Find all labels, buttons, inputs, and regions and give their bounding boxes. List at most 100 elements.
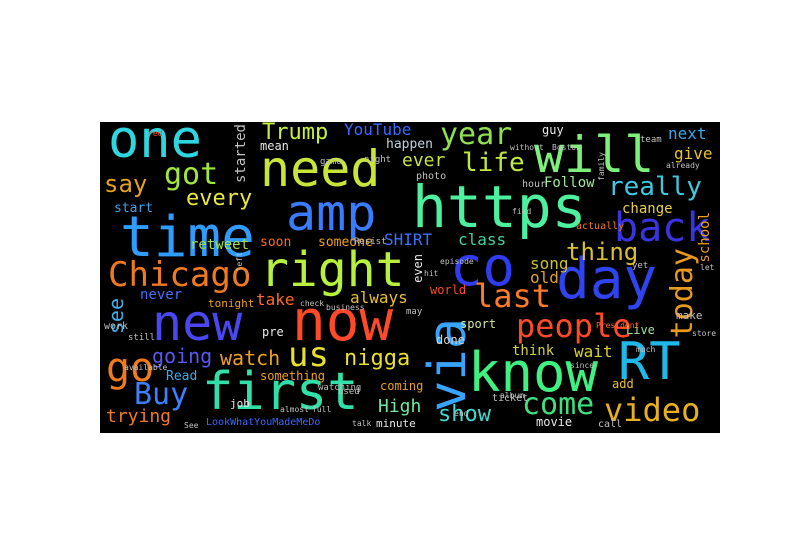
word: last [474, 277, 552, 315]
word: class [458, 230, 507, 249]
word: say [104, 170, 148, 198]
word: give [674, 144, 713, 163]
word: end [454, 409, 469, 418]
word: song [530, 254, 569, 273]
word: never [140, 287, 183, 303]
word: old [530, 268, 559, 287]
word: let [700, 263, 715, 272]
word: going [152, 344, 213, 368]
word: pre [262, 325, 284, 339]
word: ticket [492, 393, 529, 404]
word: co [450, 235, 516, 298]
word: High [378, 396, 422, 417]
word: always [350, 288, 408, 307]
word: need [260, 140, 381, 198]
word: since [570, 361, 595, 370]
word: SHIRT [384, 230, 433, 249]
word: Read [166, 369, 198, 384]
word: today [665, 248, 700, 339]
word: people [516, 307, 632, 345]
word: See [184, 421, 199, 430]
word: someone [318, 235, 373, 250]
word: time [120, 205, 255, 270]
word: wait [574, 342, 613, 361]
word: first [202, 362, 359, 422]
word: Trump [262, 122, 329, 145]
word: watching [318, 383, 362, 393]
word: still [128, 333, 156, 343]
word: will [534, 126, 655, 184]
word: minute [376, 417, 416, 430]
word: available [124, 363, 168, 372]
word: retweet [190, 237, 250, 253]
word: album [500, 391, 525, 400]
word: store [692, 329, 717, 338]
word: game [320, 157, 342, 167]
word: really [608, 172, 702, 202]
word: already [666, 161, 700, 170]
word: new [152, 294, 243, 352]
word: left [235, 252, 244, 272]
word: LookWhatYouMadeMeDo [206, 417, 321, 428]
word: Buy [134, 377, 189, 412]
word: think [512, 343, 555, 359]
word: actually [576, 221, 625, 232]
word: used [338, 387, 360, 397]
word: every [186, 186, 253, 211]
word-cloud: one need will https amp time right Chica… [100, 122, 720, 433]
word: may [406, 307, 423, 317]
word: add [612, 377, 634, 391]
word: done [436, 333, 465, 347]
word: almost [280, 405, 309, 414]
word: even [411, 254, 425, 283]
word: thing [566, 238, 639, 266]
word: night [364, 155, 392, 165]
word: full [312, 405, 332, 414]
word: make [676, 309, 703, 322]
word: nigga [344, 346, 411, 371]
word: next [668, 124, 707, 143]
word: know [468, 341, 599, 404]
word: one [108, 122, 202, 170]
word: life [462, 148, 525, 178]
word: change [622, 201, 673, 217]
word: day [556, 247, 658, 312]
word: school [697, 212, 713, 263]
word: world [430, 283, 467, 297]
word: show [438, 402, 491, 427]
word: something [260, 369, 326, 383]
word: check [300, 299, 325, 308]
word: YouTube [344, 122, 412, 139]
word: hit [424, 269, 439, 278]
word: started [233, 124, 249, 184]
word: work [104, 321, 129, 332]
word: much [636, 345, 656, 354]
word: sport [460, 317, 497, 331]
word: tonight [208, 297, 255, 310]
word: Resist [354, 237, 387, 247]
word: red [148, 129, 163, 138]
word: ever [402, 150, 446, 171]
word: Follow [544, 175, 595, 191]
word: trying [106, 406, 172, 427]
word: now [292, 289, 394, 354]
word: talk [352, 419, 372, 428]
word: family [597, 152, 606, 181]
word: happen [386, 137, 433, 152]
word: year [440, 122, 513, 152]
word: go [106, 345, 155, 391]
word: video [604, 391, 701, 429]
word: photo [416, 171, 447, 182]
word: find [512, 207, 532, 216]
word: Chicago [108, 255, 252, 295]
word: coming [380, 379, 424, 393]
word: right [260, 242, 405, 298]
word: without [510, 143, 544, 152]
word: mean [260, 139, 289, 153]
word: call [598, 419, 623, 430]
word: take [256, 290, 295, 309]
word: episode [440, 257, 474, 266]
word: hour [522, 179, 547, 190]
word: Live [626, 323, 655, 337]
word: business [326, 303, 365, 312]
